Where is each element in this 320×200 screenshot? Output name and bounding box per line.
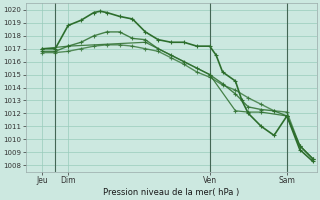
X-axis label: Pression niveau de la mer( hPa ): Pression niveau de la mer( hPa ): [103, 188, 239, 197]
